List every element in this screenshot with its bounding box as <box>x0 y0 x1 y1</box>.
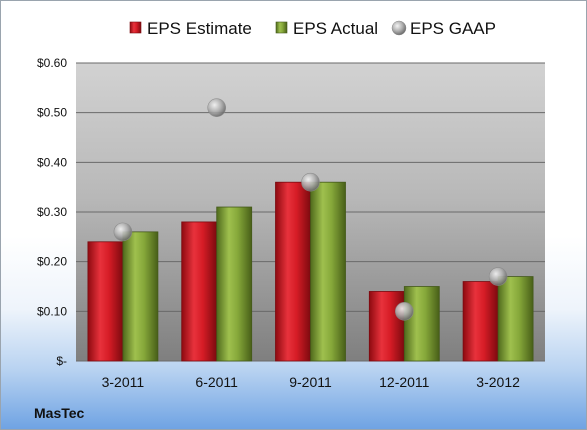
y-tick-label: $0.40 <box>37 155 67 169</box>
estimate-bar <box>462 281 499 362</box>
x-tick-label: 3-2011 <box>102 374 145 390</box>
gaap-marker <box>488 267 508 286</box>
actual-bar <box>310 181 346 362</box>
estimate-bar <box>181 221 218 362</box>
gaap-marker <box>113 222 133 242</box>
y-tick-label: $0.20 <box>37 255 67 269</box>
actual-bar <box>216 206 253 362</box>
x-tick-label: 6-2011 <box>195 374 238 390</box>
gaap-marker <box>301 172 320 192</box>
y-axis: $- $0.10 $0.20 $0.30 $0.40 $0.50 $0.60 <box>37 56 67 368</box>
gaap-marker <box>207 98 226 117</box>
x-tick-label: 3-2012 <box>476 374 520 390</box>
legend-swatch <box>275 21 288 34</box>
y-tick-label: $- <box>56 354 67 368</box>
bars <box>87 181 534 362</box>
legend-swatch <box>129 21 142 34</box>
gaap-marker <box>394 302 414 321</box>
actual-bar <box>122 231 159 362</box>
estimate-bar <box>368 291 405 362</box>
estimate-bar <box>87 241 124 362</box>
estimate-bar <box>275 181 311 362</box>
x-tick-label: 9-2011 <box>289 374 332 390</box>
legend-label: EPS Actual <box>293 19 378 38</box>
y-tick-label: $0.10 <box>37 304 67 318</box>
gaap-markers <box>113 98 508 321</box>
y-tick-label: $0.30 <box>37 205 67 219</box>
legend: EPS Estimate EPS Actual EPS GAAP <box>129 19 496 38</box>
legend-swatch <box>391 20 407 36</box>
actual-bar <box>497 276 534 362</box>
actual-bar <box>403 286 440 362</box>
x-tick-label: 12-2011 <box>379 374 430 390</box>
company-label: MasTec <box>34 405 85 421</box>
y-tick-label: $0.60 <box>37 56 67 70</box>
legend-label: EPS Estimate <box>147 19 252 38</box>
legend-label: EPS GAAP <box>410 19 496 38</box>
x-axis: 3-2011 6-2011 9-2011 12-2011 3-2012 <box>102 374 520 390</box>
y-tick-label: $0.50 <box>37 106 67 120</box>
